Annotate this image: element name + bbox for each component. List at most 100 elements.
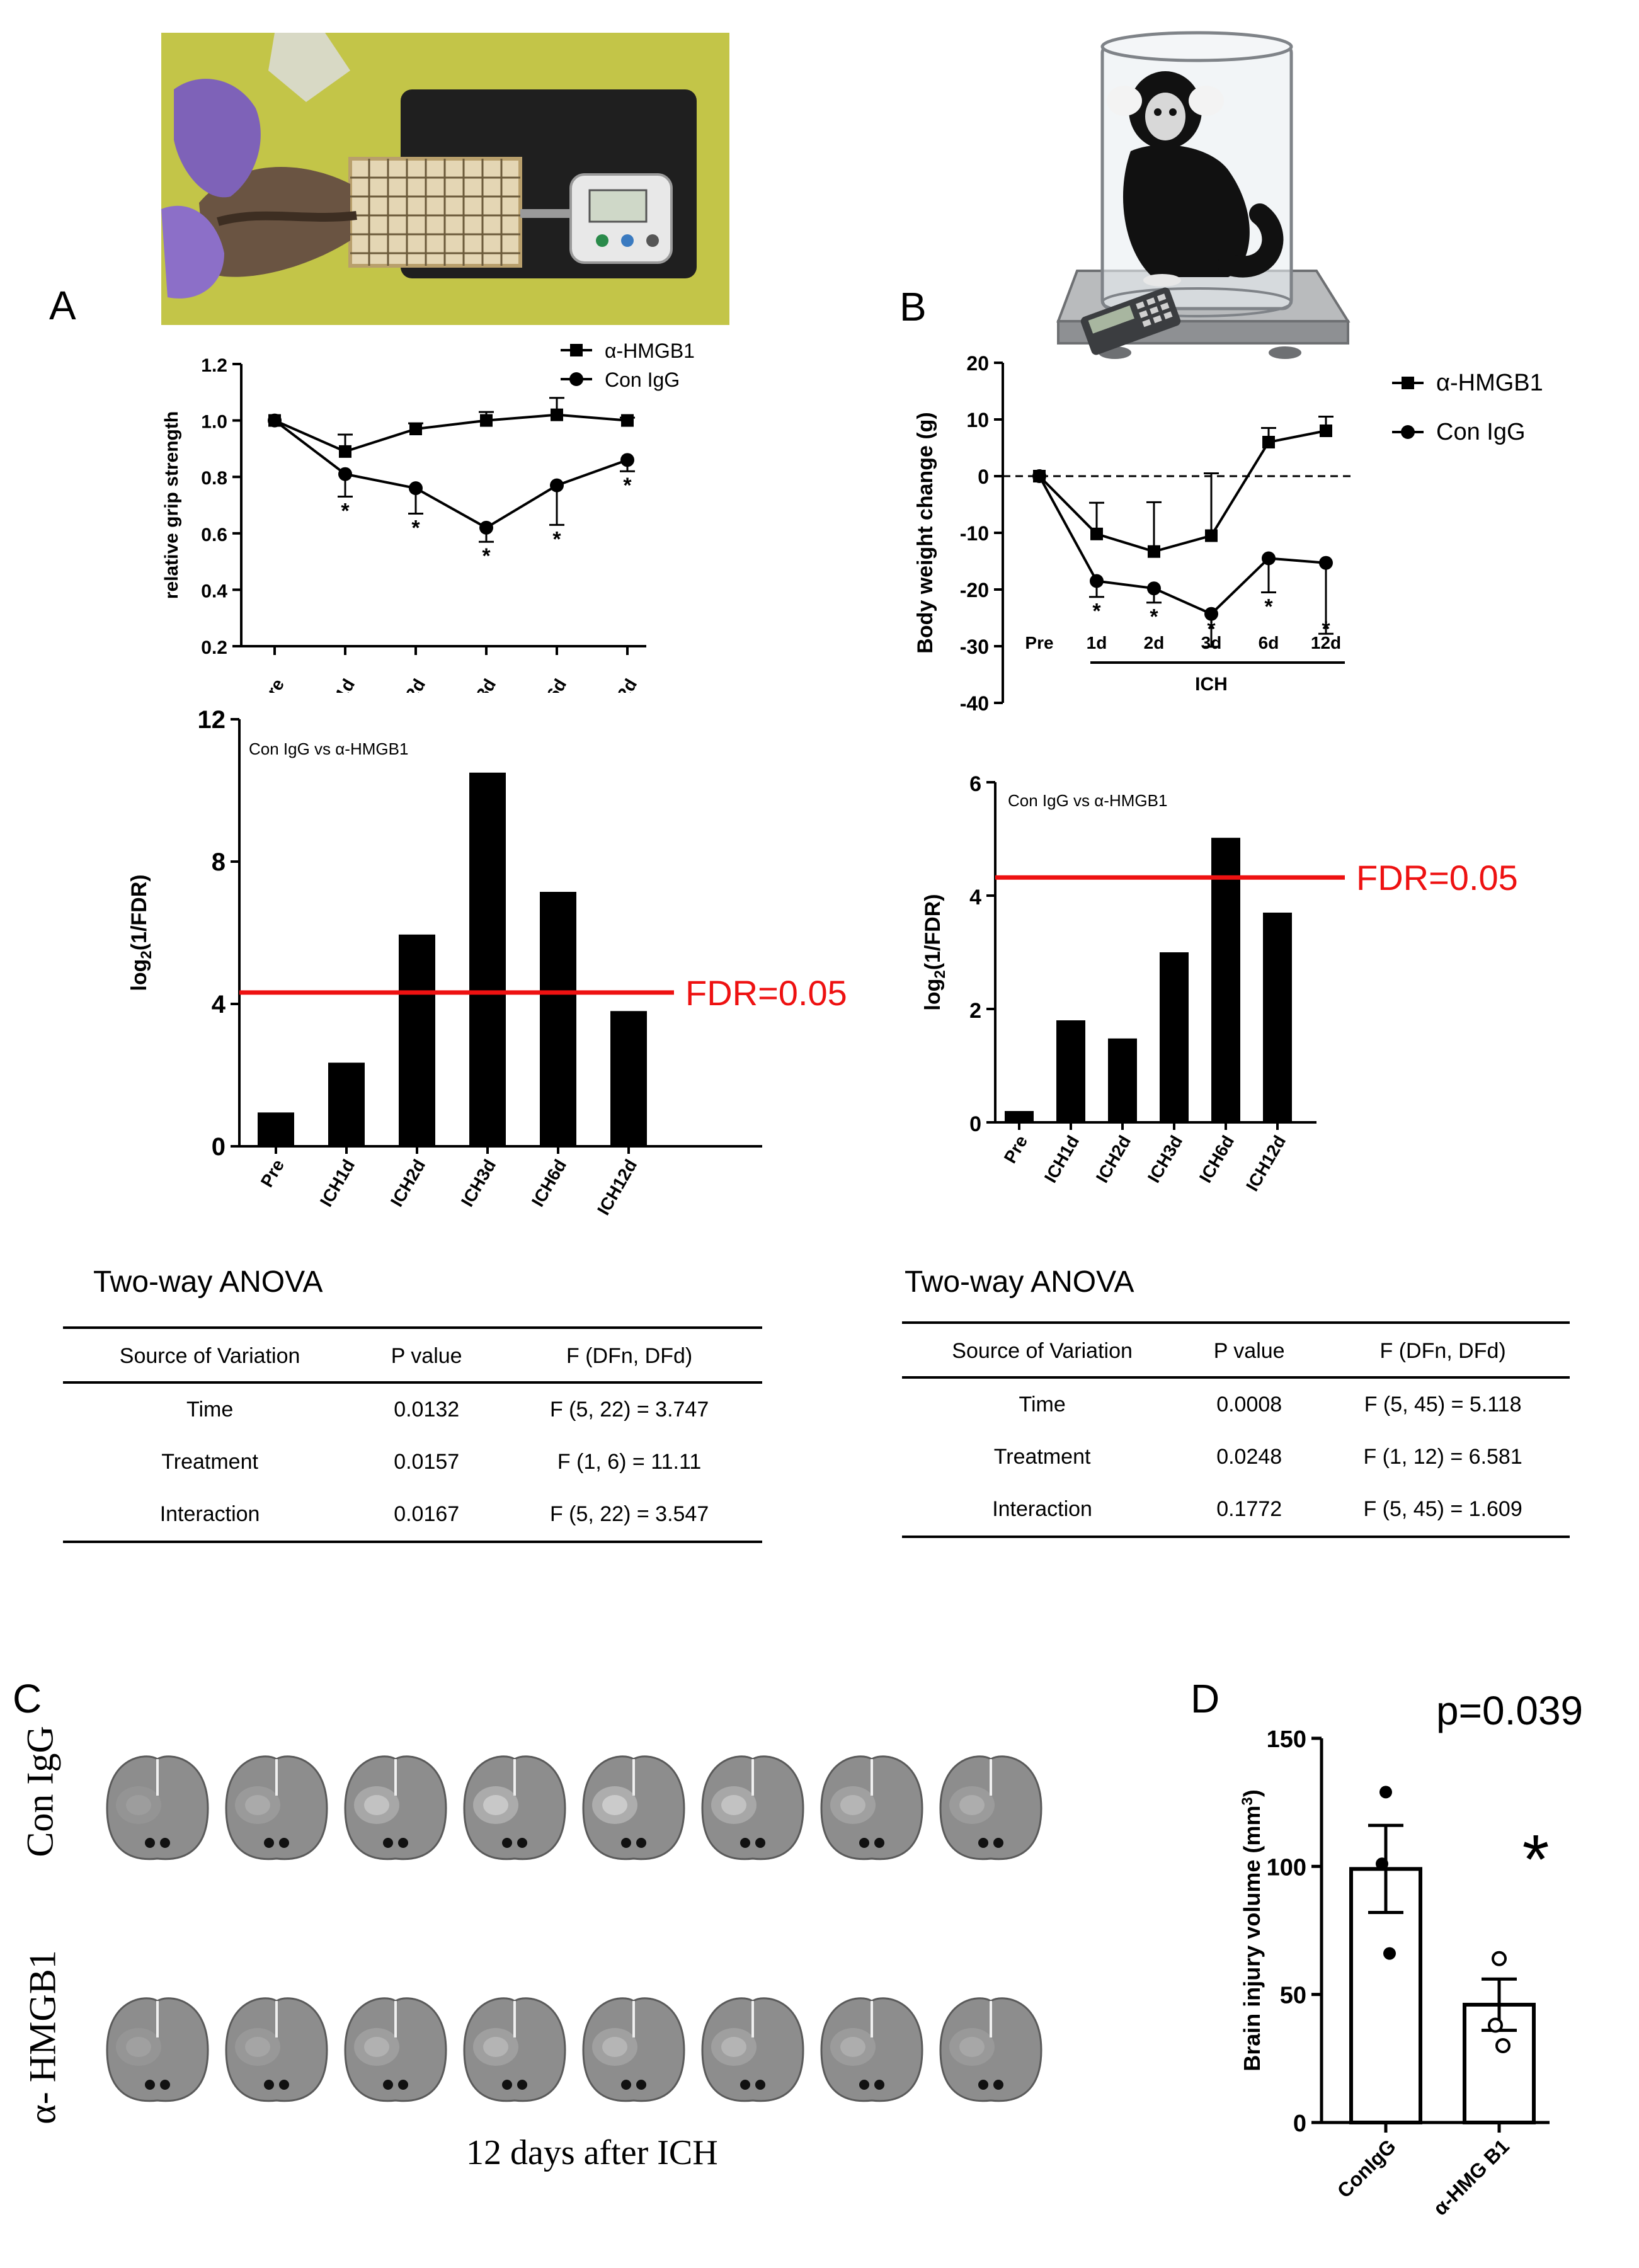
- anova-a-row-time: Time 0.0132 F (5, 22) = 3.747: [63, 1382, 762, 1436]
- mri-slice: [933, 1993, 1049, 2119]
- anova-table-a: Source of Variation P value F (DFn, DFd)…: [63, 1326, 762, 1543]
- data-point-square: [1148, 545, 1160, 558]
- mri-ventricle: [517, 2080, 527, 2090]
- data-point-circle: [1147, 581, 1161, 596]
- mri-lesion: [592, 1786, 637, 1824]
- mri-ventricle: [740, 2080, 750, 2090]
- y-tick-label: 100: [1267, 1854, 1306, 1881]
- anova-a-header-source: Source of Variation: [63, 1326, 357, 1384]
- mri-ventricle: [145, 1838, 155, 1848]
- series-line: [1038, 430, 1327, 553]
- mri-ventricle: [636, 2080, 646, 2090]
- mri-slice: [338, 1752, 454, 1878]
- x-tick-label: ICH3d: [1144, 1132, 1186, 1187]
- anova-b-cell: Time: [1019, 1393, 1066, 1416]
- anova-b-cell: F (1, 12) = 6.581: [1363, 1445, 1522, 1469]
- x-tick-label: ICH12d: [593, 1156, 641, 1219]
- mri-lesion-core: [959, 2037, 985, 2057]
- bar: [1211, 838, 1240, 1122]
- bar: [1263, 913, 1292, 1122]
- mri-lesion-core: [959, 1795, 985, 1815]
- y-tick-label: 0: [978, 465, 989, 488]
- data-point-circle: [1204, 607, 1218, 621]
- mri-ventricle: [145, 2080, 155, 2090]
- significance-star: *: [1264, 595, 1273, 619]
- data-point-filled: [1379, 1786, 1392, 1799]
- data-point-filled: [1383, 1947, 1396, 1960]
- significance-star: *: [1522, 1821, 1550, 1898]
- anova-b-header-source: Source of Variation: [902, 1321, 1183, 1379]
- mri-brain-outline: [939, 1755, 1042, 1861]
- mri-ventricle: [874, 2080, 884, 2090]
- mri-slice-grid: [100, 1752, 1049, 2119]
- x-tick-label: 6d: [1259, 633, 1279, 652]
- mri-ventricle: [740, 1838, 750, 1848]
- data-point-square: [621, 414, 634, 427]
- legend-label: α-HMGB1: [1436, 370, 1543, 396]
- y-tick-label: 6: [969, 772, 981, 796]
- grip-test-photo: [161, 33, 729, 325]
- anova-a-cell: F (5, 22) = 3.747: [549, 1398, 709, 1422]
- anova-b-header-pvalue: P value: [1182, 1321, 1316, 1379]
- anova-a-cell: 0.0157: [394, 1450, 460, 1474]
- grip-test-photo-art: [161, 33, 729, 325]
- x-tick-label: ICH1d: [1041, 1132, 1083, 1187]
- bar: [1160, 952, 1189, 1122]
- mri-lesion: [949, 1786, 995, 1824]
- mri-lesion: [354, 2028, 399, 2066]
- y-tick-label: 0.4: [201, 581, 227, 601]
- data-point-circle: [268, 413, 282, 428]
- chart-subtitle: Con IgG vs α-HMGB1: [249, 739, 408, 758]
- bar: [540, 892, 576, 1146]
- y-tick-label: -20: [960, 579, 989, 601]
- mri-ventricle: [264, 2080, 274, 2090]
- y-tick-label: 20: [966, 352, 989, 375]
- mri-lesion: [830, 2028, 876, 2066]
- significance-star: *: [1322, 617, 1330, 641]
- anova-b-cell: 0.0008: [1216, 1393, 1282, 1416]
- y-tick-label: -10: [960, 522, 989, 545]
- mri-slice: [219, 1752, 334, 1878]
- data-point-circle: [479, 520, 493, 535]
- bar: [258, 1112, 294, 1146]
- x-tick-label: α-HMG B1: [1429, 2134, 1514, 2220]
- y-tick-label: -30: [960, 635, 989, 658]
- mri-slice: [814, 1752, 930, 1878]
- y-axis-label: Brain injury volume (mm3): [1239, 1789, 1265, 2071]
- legend-label: Con IgG: [1436, 419, 1526, 445]
- anova-b-cell: 0.0248: [1216, 1445, 1282, 1469]
- mri-ventricle: [978, 1838, 988, 1848]
- mri-ventricle: [755, 1838, 765, 1848]
- significance-star: *: [341, 499, 350, 523]
- mri-lesion-core: [602, 2037, 627, 2057]
- mri-ventricle: [160, 1838, 170, 1848]
- mri-ventricle: [502, 1838, 512, 1848]
- anova-a-cell: F (1, 6) = 11.11: [557, 1450, 702, 1474]
- bar: [399, 934, 435, 1146]
- mri-lesion-core: [483, 1795, 508, 1815]
- significance-star: *: [411, 516, 420, 540]
- mri-slice: [100, 1752, 215, 1878]
- mri-ventricle: [398, 2080, 408, 2090]
- mri-slice: [576, 1993, 692, 2119]
- data-point-circle: [1032, 469, 1046, 483]
- panel-label-a: A: [49, 283, 76, 328]
- data-point-square: [1205, 529, 1218, 542]
- mri-brain-outline: [820, 1755, 923, 1861]
- mri-brain-outline: [701, 1997, 804, 2102]
- mri-lesion-core: [245, 1795, 270, 1815]
- mri-ventricle: [160, 2080, 170, 2090]
- mri-brain-outline: [106, 1755, 209, 1861]
- bar: [1005, 1111, 1034, 1122]
- series-line: [1038, 476, 1327, 616]
- data-point-square: [1090, 527, 1103, 540]
- mri-lesion-core: [840, 2037, 865, 2057]
- marmoset-scale-illustration: [1020, 25, 1373, 378]
- y-tick-label: 150: [1267, 1726, 1306, 1753]
- data-point-square: [1320, 425, 1332, 437]
- mri-ventricle: [621, 1838, 631, 1848]
- mri-lesion: [949, 2028, 995, 2066]
- mri-ventricle: [978, 2080, 988, 2090]
- significance-star: *: [1092, 600, 1101, 624]
- anova-b-cell: 0.1772: [1182, 1483, 1316, 1538]
